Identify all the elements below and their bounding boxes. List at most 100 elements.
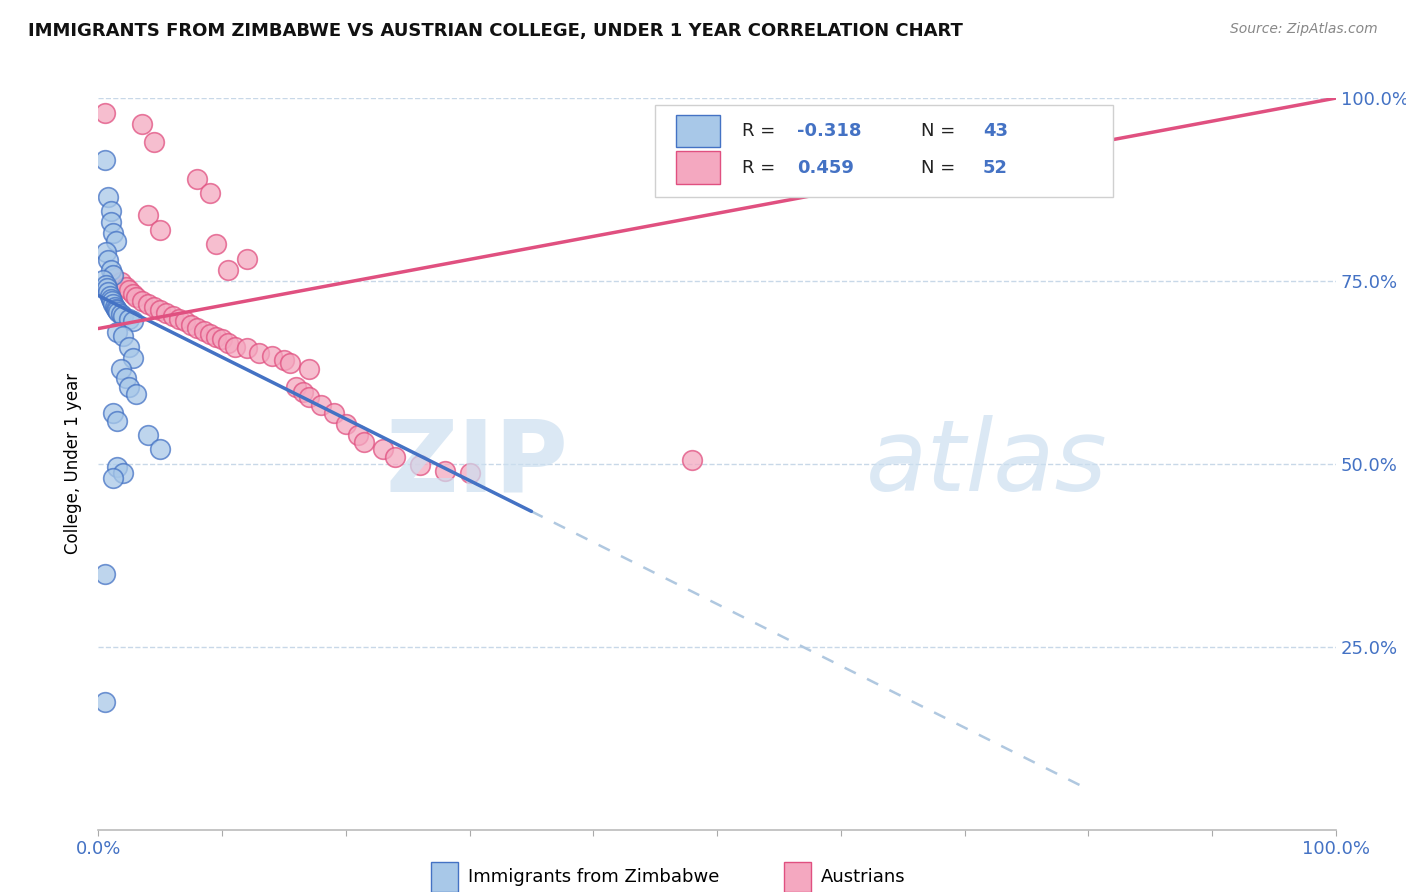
Point (131, 117, 153, 131)
Point (112, 466, 135, 480)
Point (122, 287, 145, 301)
Point (93, 153, 115, 168)
Point (174, 314, 197, 328)
Point (186, 320, 208, 334)
Point (149, 442, 172, 457)
Point (107, 304, 129, 318)
Text: -0.318: -0.318 (797, 122, 862, 140)
Point (298, 361, 321, 376)
Point (167, 312, 190, 326)
Point (103, 297, 125, 311)
Text: R =: R = (742, 159, 780, 177)
Point (198, 186, 221, 201)
Point (186, 171, 208, 186)
FancyBboxPatch shape (655, 105, 1114, 197)
Bar (676, 114, 720, 147)
Point (94, 277, 117, 292)
Text: ZIP: ZIP (385, 416, 568, 512)
Bar (785, 863, 811, 892)
Point (114, 370, 136, 384)
Point (353, 434, 375, 449)
Text: Austrians: Austrians (821, 868, 905, 886)
Point (94, 244, 117, 259)
Point (118, 312, 141, 326)
Point (198, 326, 221, 341)
Bar (676, 151, 720, 184)
Point (136, 427, 159, 442)
Point (458, 466, 481, 480)
Point (110, 307, 132, 321)
Point (236, 252, 259, 266)
Point (124, 290, 146, 304)
Point (105, 303, 128, 318)
Point (100, 204, 122, 219)
Point (193, 324, 215, 338)
Point (93, 105, 115, 120)
Text: 43: 43 (983, 122, 1008, 140)
Point (298, 390, 321, 404)
Y-axis label: College, Under 1 year: College, Under 1 year (65, 373, 83, 555)
Text: N =: N = (921, 122, 962, 140)
Text: Source: ZipAtlas.com: Source: ZipAtlas.com (1230, 22, 1378, 37)
Point (118, 380, 141, 394)
Point (291, 385, 314, 400)
Point (93, 695, 115, 709)
Point (335, 417, 357, 431)
Point (371, 442, 394, 457)
Point (155, 306, 177, 320)
Text: 0.459: 0.459 (797, 159, 855, 177)
Point (104, 301, 127, 316)
Point (110, 276, 132, 290)
Point (100, 263, 122, 277)
Point (118, 340, 141, 354)
Point (217, 263, 239, 277)
Point (322, 406, 344, 420)
Point (180, 318, 202, 332)
Point (136, 208, 159, 222)
Point (143, 301, 166, 315)
Point (409, 458, 432, 473)
Point (224, 340, 246, 354)
Point (681, 453, 703, 467)
Point (122, 314, 145, 328)
Point (143, 135, 166, 149)
Text: 52: 52 (983, 159, 1008, 177)
Point (103, 270, 125, 285)
Point (131, 294, 153, 309)
Point (309, 398, 332, 412)
Point (205, 237, 228, 252)
Point (105, 414, 128, 428)
Text: IMMIGRANTS FROM ZIMBABWE VS AUSTRIAN COLLEGE, UNDER 1 YEAR CORRELATION CHART: IMMIGRANTS FROM ZIMBABWE VS AUSTRIAN COL… (28, 22, 963, 40)
Point (93, 566, 115, 581)
Point (103, 268, 125, 282)
Point (103, 300, 125, 314)
Point (105, 460, 128, 475)
Point (101, 294, 124, 309)
Bar (432, 863, 458, 892)
Point (285, 380, 308, 394)
Point (205, 329, 228, 343)
Text: R =: R = (742, 122, 780, 140)
Point (149, 303, 172, 318)
Point (105, 325, 128, 339)
Point (136, 297, 159, 311)
Point (149, 223, 172, 237)
Point (110, 361, 132, 376)
Point (97, 253, 120, 268)
Point (278, 356, 301, 370)
Point (217, 336, 239, 351)
Point (384, 450, 406, 464)
Point (112, 329, 135, 343)
Point (273, 353, 295, 368)
Text: atlas: atlas (866, 416, 1107, 512)
Point (103, 471, 125, 485)
Point (104, 234, 127, 248)
Point (100, 215, 122, 229)
Point (100, 293, 122, 307)
Point (260, 349, 283, 363)
Point (118, 283, 141, 297)
Point (211, 333, 233, 347)
Point (103, 227, 125, 241)
Point (112, 309, 135, 323)
Point (162, 309, 184, 323)
